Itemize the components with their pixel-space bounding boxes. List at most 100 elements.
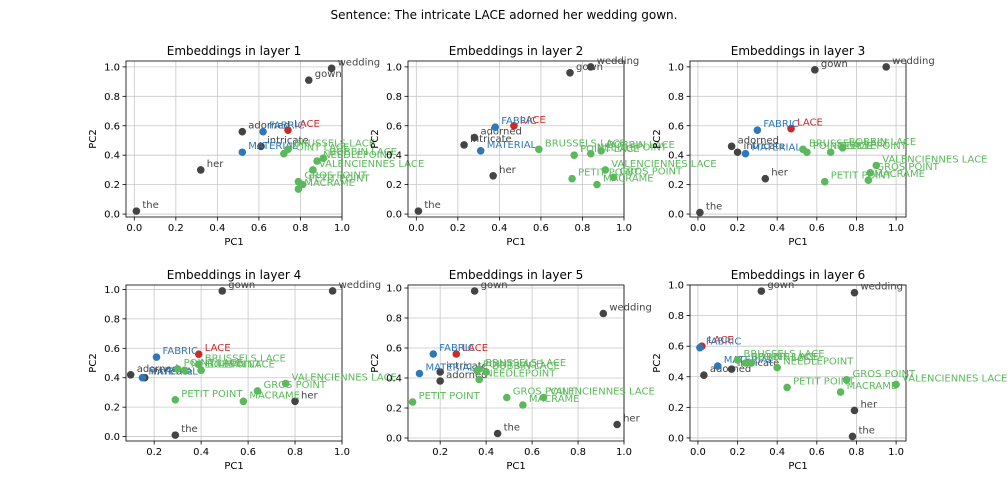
point-label: wedding bbox=[860, 282, 903, 293]
point-label: the bbox=[504, 423, 520, 434]
point-label: PETIT POINT bbox=[309, 174, 371, 185]
y-tick-label: 1.0 bbox=[104, 285, 120, 296]
scatter-point bbox=[539, 393, 548, 402]
scatter-point bbox=[761, 174, 770, 183]
point-label: GROS POINT bbox=[620, 166, 683, 177]
point-label: LACE bbox=[797, 118, 823, 129]
scatter-point bbox=[173, 365, 182, 373]
point-label: FABRIC bbox=[269, 121, 304, 132]
y-tick-label: 0.8 bbox=[104, 92, 120, 103]
scatter-point bbox=[510, 121, 518, 130]
scatter-point bbox=[727, 142, 736, 151]
y-tick-label: 0.6 bbox=[104, 344, 120, 355]
x-tick-label: 0.2 bbox=[730, 223, 746, 234]
y-tick-label: 0.0 bbox=[668, 433, 684, 444]
y-tick-label: 1.0 bbox=[668, 62, 684, 73]
scatter-point bbox=[519, 401, 527, 409]
point-label: VALENCIENNES LACE bbox=[902, 373, 1007, 384]
x-tick-label: 1.0 bbox=[616, 447, 632, 458]
x-tick-label: 1.0 bbox=[334, 223, 350, 234]
x-tick-label: 0.0 bbox=[126, 223, 142, 234]
x-tick-label: 0.2 bbox=[168, 223, 184, 234]
x-tick-label: 0.2 bbox=[730, 447, 746, 458]
y-tick-label: 0.6 bbox=[104, 121, 120, 132]
point-label: her bbox=[771, 168, 788, 179]
point-label: POINT LACE bbox=[757, 352, 816, 363]
y-tick-label: 0.2 bbox=[668, 403, 684, 414]
subplot-layer-6: 0.0 0.2 0.4 0.6 0.8 1.0 0.0 0.2 0.4 0.6 0.8 1.0 Embe… bbox=[652, 268, 1007, 472]
point-label: VALENCIENNES LACE bbox=[319, 159, 424, 170]
point-label: POINT LACE bbox=[580, 144, 639, 155]
scatter-point bbox=[787, 124, 795, 133]
point-label: adorned bbox=[480, 127, 521, 138]
scatter-point bbox=[866, 169, 875, 177]
point-label: VALENCIENNES LACE bbox=[611, 159, 716, 170]
point-label: her bbox=[301, 390, 318, 401]
scatter-point bbox=[613, 420, 621, 429]
axes-frame bbox=[125, 284, 343, 442]
y-tick-label: 0.0 bbox=[104, 210, 120, 221]
y-tick-label: 0.8 bbox=[104, 314, 120, 325]
scatter-point bbox=[535, 145, 543, 154]
point-label: GROS POINT bbox=[263, 380, 326, 391]
scatter-point bbox=[757, 287, 766, 295]
scatter-point bbox=[291, 397, 299, 406]
point-label: intricate bbox=[470, 134, 512, 145]
figure-title: Sentence: The intricate LACE adorned her… bbox=[330, 8, 678, 22]
point-label: FABRIC bbox=[763, 119, 798, 130]
point-label: LACE bbox=[708, 335, 734, 346]
y-tick-label: 0.8 bbox=[668, 311, 684, 322]
y-tick-label: 0.2 bbox=[104, 403, 120, 414]
point-label: GROS POINT bbox=[876, 162, 939, 173]
scatter-point bbox=[436, 368, 444, 376]
scatter-point bbox=[238, 127, 247, 136]
point-label: the bbox=[424, 200, 440, 211]
scatter-point bbox=[328, 287, 337, 295]
scatter-point bbox=[313, 157, 321, 165]
y-tick-label: 0.2 bbox=[386, 180, 402, 191]
scatter-point bbox=[741, 149, 750, 158]
y-tick-label: 0.2 bbox=[386, 404, 402, 415]
x-tick-label: 0.4 bbox=[769, 447, 785, 458]
x-tick-label: 0.2 bbox=[450, 223, 466, 234]
point-label: MACRAME bbox=[249, 390, 300, 401]
point-label: the bbox=[858, 425, 874, 436]
x-tick-label: 0.2 bbox=[432, 447, 448, 458]
scatter-point bbox=[811, 66, 819, 74]
subplot-title: Embeddings in layer 5 bbox=[449, 268, 583, 282]
y-tick-label: 0.4 bbox=[668, 151, 684, 162]
point-label: wedding bbox=[892, 56, 935, 67]
point-label: BOBBIN LACE bbox=[329, 147, 397, 158]
scatter-point bbox=[586, 149, 595, 158]
point-label: adorned bbox=[446, 370, 487, 381]
x-axis-label: PC1 bbox=[788, 237, 807, 248]
y-tick-label: 1.0 bbox=[386, 284, 402, 295]
point-label: gown bbox=[228, 280, 255, 291]
scatter-point bbox=[284, 126, 292, 134]
x-tick-label: 0.6 bbox=[809, 447, 825, 458]
scatter-point bbox=[304, 76, 313, 84]
subplot-layer-2: 0.0 0.2 0.4 0.6 0.8 1.0 0.0 0.2 0.4 0.6 0.8 1.0 Embe… bbox=[370, 44, 717, 248]
point-label: the bbox=[706, 202, 722, 213]
point-label: MATERIAL bbox=[487, 140, 537, 151]
scatter-point bbox=[482, 368, 490, 376]
scatter-point bbox=[733, 148, 742, 157]
point-label: GROS POINT bbox=[513, 387, 576, 398]
point-label: FABRIC bbox=[706, 337, 741, 348]
x-tick-label: 0.6 bbox=[809, 223, 825, 234]
scatter-point bbox=[892, 380, 900, 389]
point-label: adorned bbox=[738, 135, 779, 146]
point-label: BRUSSELS LACE bbox=[485, 358, 566, 369]
scatter-point bbox=[253, 387, 262, 395]
subplot-title: Embeddings in layer 1 bbox=[167, 44, 301, 58]
point-label: VALENCIENNES LACE bbox=[292, 373, 397, 384]
point-label: gown bbox=[821, 59, 848, 70]
x-tick-label: 0.4 bbox=[209, 223, 225, 234]
y-tick-label: 0.4 bbox=[386, 151, 402, 162]
scatter-point bbox=[218, 287, 227, 295]
point-label: BRUSSELS LACE bbox=[294, 138, 375, 149]
scatter-point bbox=[609, 173, 618, 182]
point-label: intricate bbox=[446, 361, 488, 372]
point-label: PETIT POINT bbox=[793, 376, 855, 387]
point-label: BOBBIN LACE bbox=[607, 140, 675, 151]
